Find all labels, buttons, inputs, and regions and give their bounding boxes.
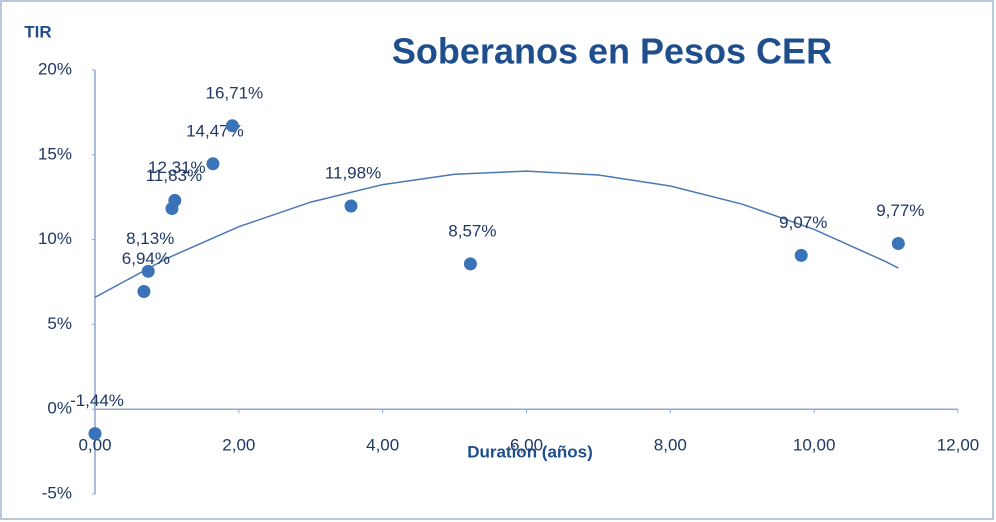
y-tick-label: -5% (42, 483, 72, 502)
trendline (94, 170, 899, 298)
point (891, 237, 905, 251)
point (225, 119, 239, 133)
x-axis-label: Duration (años) (467, 442, 593, 461)
x-tick-label: 4,00 (366, 436, 399, 455)
point (206, 157, 220, 171)
y-tick-label: 0% (47, 399, 72, 418)
data-label: 8,13% (126, 229, 174, 248)
data-label: 11,98% (325, 164, 381, 183)
x-tick-label: 12,00 (937, 436, 980, 455)
point (463, 257, 477, 271)
data-label: 9,77% (876, 201, 924, 220)
x-tick-label: 6,00 (510, 436, 543, 455)
data-label: 9,07% (779, 213, 827, 232)
point (794, 248, 808, 262)
y-tick-label: 20% (38, 59, 72, 78)
point (168, 193, 182, 207)
x-tick-label: 2,00 (222, 436, 255, 455)
chart-title: Soberanos en Pesos CER (392, 31, 832, 72)
point (141, 264, 155, 278)
x-tick-label: 8,00 (654, 436, 687, 455)
data-label: 6,94% (122, 249, 170, 268)
data-label: 11,83% (146, 166, 202, 185)
x-tick-label: 10,00 (793, 436, 836, 455)
y-tick-label: 10% (38, 229, 72, 248)
data-label: -1,44% (70, 391, 124, 410)
data-label: 16,71% (206, 83, 264, 102)
y-tick-label: 5% (47, 314, 72, 333)
point (88, 427, 102, 441)
x-tick-label: 0,00 (78, 436, 111, 455)
data-label: 8,57% (448, 221, 496, 240)
point (344, 199, 358, 213)
y-tick-label: 15% (38, 144, 72, 163)
y-axis-label: TIR (24, 22, 51, 41)
point (137, 284, 151, 298)
data-label: 12,31% (148, 158, 206, 177)
